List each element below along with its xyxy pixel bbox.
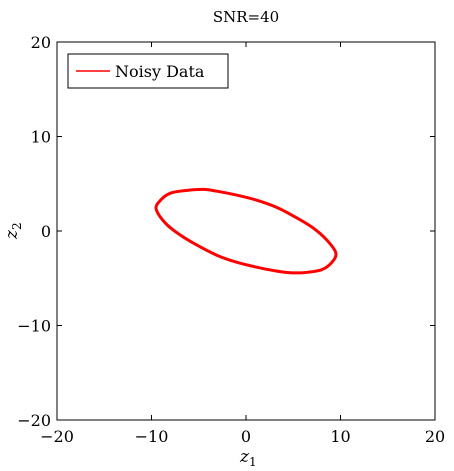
legend-label: Noisy Data <box>115 62 205 81</box>
y-tick-label: 0 <box>41 222 51 241</box>
plot-frame <box>56 41 436 421</box>
x-tick-label: 10 <box>330 427 350 446</box>
y-tick-label: −20 <box>17 411 51 430</box>
y-tick-label: 20 <box>31 33 51 52</box>
x-axis-label-subscript: 1 <box>249 455 257 469</box>
x-tick-label: 20 <box>425 427 445 446</box>
x-tick-label: 0 <box>241 427 251 446</box>
x-tick-label: −20 <box>40 427 74 446</box>
legend: Noisy Data <box>67 53 229 89</box>
y-tick-label: 10 <box>31 128 51 147</box>
chart-title: SNR=40 <box>213 8 279 26</box>
tick-labels: −20 −10 0 10 20 −20 −10 0 10 20 <box>17 33 445 446</box>
axis-ticks <box>56 41 436 421</box>
series-layer <box>154 187 338 275</box>
y-tick-label: −10 <box>17 317 51 336</box>
x-tick-label: −10 <box>135 427 169 446</box>
y-axis-label: z2 <box>2 222 24 240</box>
series-line <box>154 187 338 275</box>
y-axis-label-subscript: 2 <box>10 222 24 230</box>
x-axis-label: z1 <box>239 447 257 469</box>
